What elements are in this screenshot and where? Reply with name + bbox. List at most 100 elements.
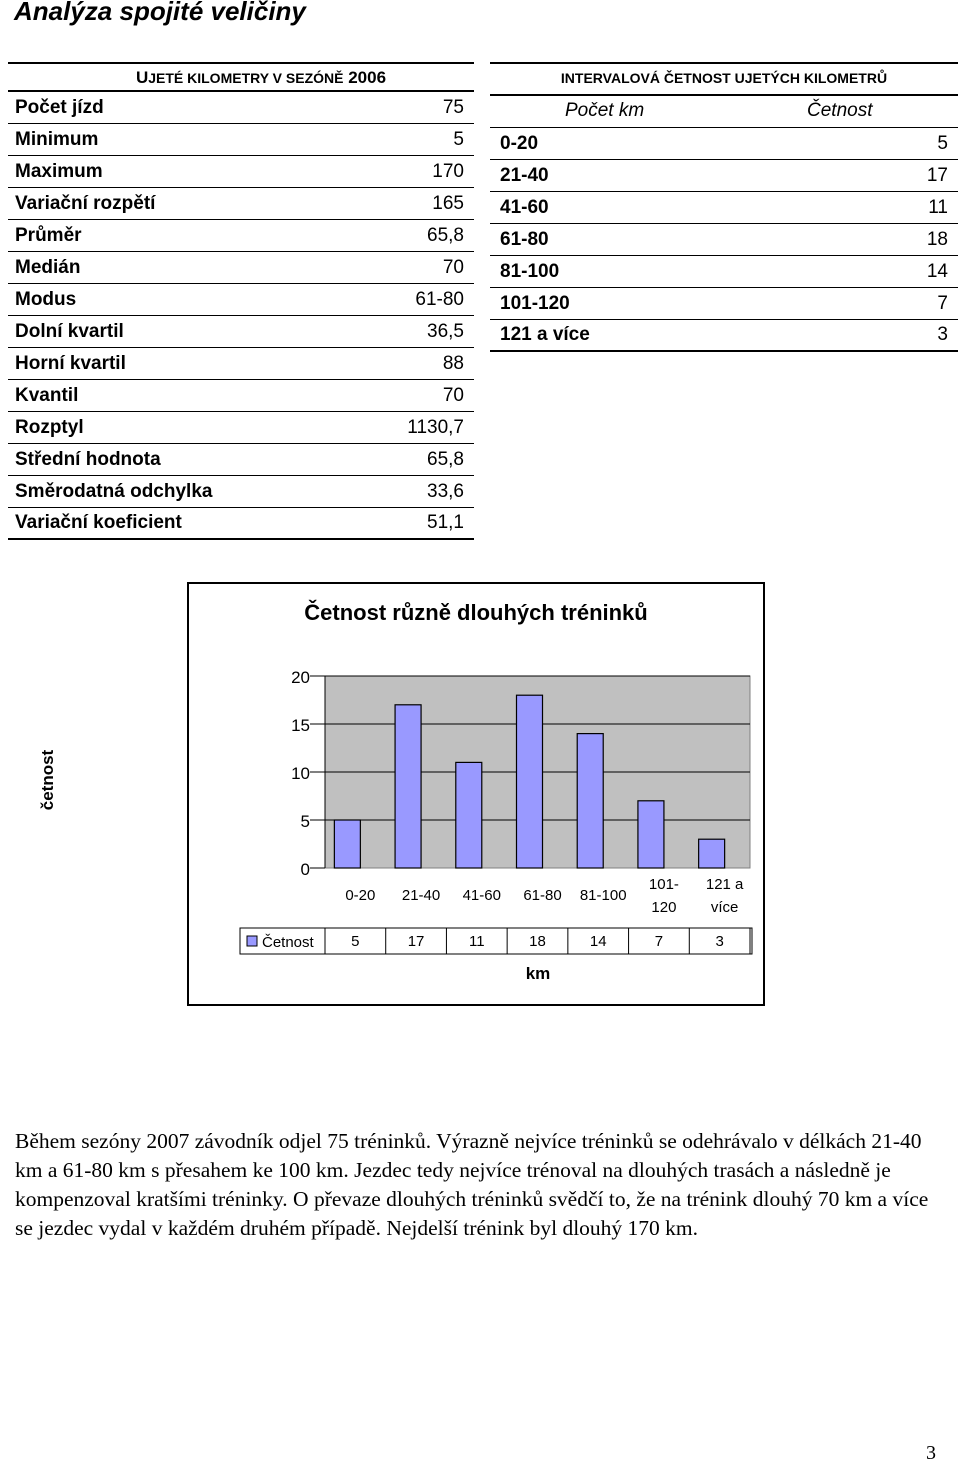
interval-row-label: 21-40 <box>500 164 549 186</box>
x-tick-label: 61-80 <box>523 887 561 904</box>
stats-row: Variační koeficient 51,1 <box>8 508 474 540</box>
stats-row-label: Horní kvartil <box>15 352 126 374</box>
stats-row-label: Modus <box>15 288 77 310</box>
x-tick-label: 81-100 <box>580 887 627 904</box>
x-tick-label: 120 <box>651 899 676 916</box>
stats-row-label: Počet jízd <box>15 96 104 118</box>
legend-swatch <box>246 935 258 947</box>
bar <box>637 800 665 869</box>
interval-row: 81-100 14 <box>490 256 958 288</box>
stats-row: Průměr 65,8 <box>8 220 474 252</box>
stats-table: UJETÉ KILOMETRY V SEZÓNĚ 2006 Počet jízd… <box>8 62 474 540</box>
stats-row: Medián 70 <box>8 252 474 284</box>
stats-row-label: Průměr <box>15 224 82 246</box>
stats-row-label: Variační koeficient <box>15 512 182 533</box>
bar <box>698 838 726 869</box>
interval-row: 21-40 17 <box>490 160 958 192</box>
data-table-value: 17 <box>408 933 425 950</box>
interval-row-value: 11 <box>928 196 948 218</box>
bar <box>394 704 422 869</box>
stats-row: Modus 61-80 <box>8 284 474 316</box>
stats-row-value: 51,1 <box>427 512 464 533</box>
interval-row: 101-120 7 <box>490 288 958 320</box>
stats-row-value: 33,6 <box>427 480 464 502</box>
stats-row-label: Kvantil <box>15 384 79 406</box>
stats-row-value: 88 <box>442 352 464 374</box>
interval-row-value: 7 <box>937 292 948 314</box>
stats-row-value: 5 <box>453 128 464 150</box>
stats-row-value: 65,8 <box>427 448 464 470</box>
interval-row: 121 a více 3 <box>490 320 958 352</box>
stats-row-value: 1130,7 <box>407 416 464 438</box>
stats-row: Horní kvartil 88 <box>8 348 474 380</box>
interval-row: 61-80 18 <box>490 224 958 256</box>
interval-row-value: 17 <box>926 164 948 186</box>
stats-row: Počet jízd 75 <box>8 92 474 124</box>
stats-row: Variační rozpětí 165 <box>8 188 474 220</box>
stats-row: Kvantil 70 <box>8 380 474 412</box>
bar <box>333 819 361 869</box>
stats-row-value: 170 <box>432 160 464 182</box>
data-table-value: 11 <box>469 933 485 950</box>
data-table-value: 18 <box>529 933 546 950</box>
stats-row: Minimum 5 <box>8 124 474 156</box>
stats-row-value: 165 <box>432 192 464 214</box>
bar <box>515 694 544 869</box>
chart-x-axis-label: km <box>526 964 551 983</box>
interval-row-label: 61-80 <box>500 228 549 250</box>
stats-row-value: 75 <box>442 96 464 118</box>
bar <box>455 761 483 869</box>
interval-row-label: 41-60 <box>500 196 549 218</box>
interval-row-label: 101-120 <box>500 292 570 314</box>
stats-table-header: UJETÉ KILOMETRY V SEZÓNĚ 2006 <box>8 62 474 92</box>
stats-row-label: Maximum <box>15 160 103 182</box>
stats-row-label: Variační rozpětí <box>15 192 156 214</box>
bar <box>576 732 604 869</box>
data-table-frame <box>239 927 753 955</box>
stats-row: Dolní kvartil 36,5 <box>8 316 474 348</box>
interval-row: 41-60 11 <box>490 192 958 224</box>
interval-table-subheader: Počet km Četnost <box>490 96 958 128</box>
chart-title: Četnost různě dlouhých tréninků <box>304 600 648 625</box>
stats-header-text: JETÉ KILOMETRY V SEZÓNĚ <box>148 70 344 86</box>
y-tick-label: 20 <box>291 668 310 687</box>
interval-row-label: 121 a více <box>500 324 590 345</box>
stats-header-initial: U <box>135 68 149 87</box>
interval-row-value: 3 <box>937 324 948 345</box>
col-header-km: Počet km <box>565 100 645 121</box>
stats-row-label: Rozptyl <box>15 416 84 438</box>
interval-table: INTERVALOVÁ ČETNOST UJETÝCH KILOMETRŮ Po… <box>490 62 958 352</box>
interval-row: 0-20 5 <box>490 128 958 160</box>
interval-row-value: 18 <box>926 228 948 250</box>
stats-row-label: Minimum <box>15 128 99 150</box>
y-tick-label: 5 <box>301 812 310 831</box>
interval-row-label: 0-20 <box>500 132 539 154</box>
stats-row-value: 70 <box>442 256 464 278</box>
stats-row-value: 65,8 <box>427 224 464 246</box>
data-table-value: 5 <box>351 933 359 950</box>
data-table-value: 7 <box>655 933 663 950</box>
stats-row-value: 36,5 <box>427 320 464 342</box>
stats-header-year: 2006 <box>348 68 387 87</box>
stats-row-label: Směrodatná odchylka <box>15 480 213 502</box>
stats-row-label: Střední hodnota <box>15 448 161 470</box>
stats-row: Maximum 170 <box>8 156 474 188</box>
data-table-value: 3 <box>715 933 723 950</box>
x-tick-label: 0-20 <box>345 887 375 904</box>
interval-row-value: 14 <box>926 260 948 282</box>
x-tick-label: více <box>711 899 739 916</box>
interval-table-header: INTERVALOVÁ ČETNOST UJETÝCH KILOMETRŮ <box>490 62 958 96</box>
x-tick-label: 41-60 <box>463 887 501 904</box>
x-tick-label: 101- <box>649 876 679 893</box>
y-tick-label: 0 <box>301 860 310 879</box>
y-tick-label: 15 <box>291 716 310 735</box>
stats-row: Směrodatná odchylka 33,6 <box>8 476 474 508</box>
interval-row-value: 5 <box>937 132 948 154</box>
page-number: 3 <box>926 1442 936 1464</box>
stats-row-label: Dolní kvartil <box>15 320 124 342</box>
data-table-value: 14 <box>590 933 607 950</box>
stats-row-label: Medián <box>15 256 81 278</box>
x-tick-label: 21-40 <box>402 887 440 904</box>
legend-series-name: Četnost <box>262 934 315 951</box>
